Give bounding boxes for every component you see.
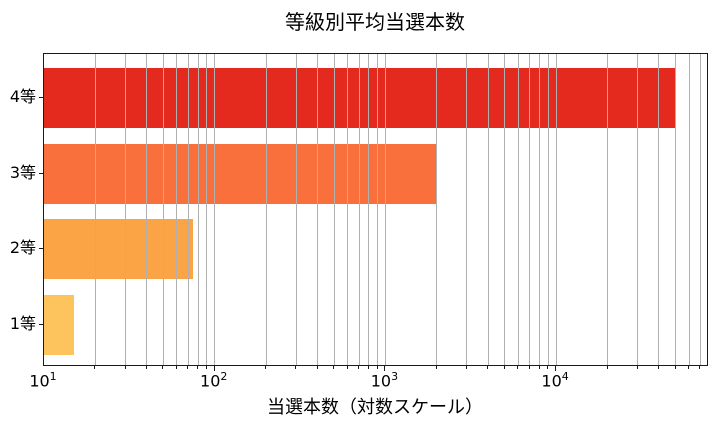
x-tick-mark-800 (367, 366, 369, 369)
bar-1等 (44, 295, 75, 355)
y-tick-mark-2等 (39, 248, 43, 250)
x-tick-mark-2000 (435, 366, 437, 369)
gridline-x-30 (125, 54, 126, 365)
x-tick-mark-60 (175, 366, 177, 369)
gridline-x-70000 (699, 54, 701, 365)
y-tick-mark-3等 (39, 172, 43, 174)
x-tick-mark-30000 (636, 366, 638, 369)
gridline-x-4000 (487, 54, 489, 365)
x-tick-mark-900 (376, 366, 378, 369)
gridline-x-6000 (517, 54, 519, 365)
x-tick-mark-700 (358, 366, 359, 369)
x-axis-label: 当選本数（対数スケール） (267, 397, 483, 418)
x-tick-mark-70000 (699, 366, 701, 369)
gridline-x-9000 (547, 54, 549, 365)
x-tick-mark-3000 (465, 366, 467, 369)
bar-3等 (44, 143, 437, 204)
gridline-x-90 (206, 54, 208, 365)
gridline-x-500 (333, 54, 335, 365)
x-tick-mark-20000 (606, 366, 608, 369)
gridline-x-900 (377, 54, 379, 365)
x-tick-mark-1000 (384, 366, 386, 371)
gridline-x-200 (265, 54, 267, 365)
x-tick-mark-300 (295, 366, 297, 369)
y-tick-label-2等: 2等 (9, 238, 36, 258)
x-tick-mark-9000 (547, 366, 549, 369)
gridline-x-5000 (504, 54, 506, 365)
x-tick-mark-80 (197, 366, 199, 369)
x-tick-mark-100 (213, 366, 215, 371)
x-tick-label-10e1: 101 (29, 370, 57, 391)
y-tick-label-4等: 4等 (9, 87, 36, 106)
x-tick-mark-8000 (538, 366, 540, 369)
bar-4等 (44, 68, 676, 128)
gridline-x-60 (176, 54, 178, 365)
x-tick-mark-10000 (555, 366, 557, 371)
gridline-x-3000 (466, 54, 468, 365)
chart-title: 等級別平均当選本数 (285, 10, 465, 34)
x-tick-mark-600 (346, 366, 348, 369)
gridline-x-100 (214, 54, 216, 365)
gridline-x-2000 (436, 54, 438, 365)
y-tick-label-1等: 1等 (9, 314, 36, 333)
x-tick-mark-70 (187, 366, 189, 369)
gridline-x-7000 (529, 54, 531, 365)
x-tick-mark-30 (124, 366, 126, 369)
y-tick-mark-1等 (39, 324, 43, 325)
gridline-x-70 (187, 54, 189, 365)
gridline-x-60000 (688, 54, 690, 365)
gridline-x-800 (368, 54, 370, 365)
x-tick-label-10e2: 102 (200, 370, 228, 391)
gridline-x-10000 (555, 54, 557, 365)
gridline-x-600 (347, 54, 349, 365)
gridline-x-50 (162, 54, 164, 365)
plot-area (43, 53, 708, 366)
x-tick-mark-400 (316, 366, 318, 369)
x-tick-mark-90 (205, 366, 207, 369)
gridline-x-300 (295, 54, 297, 365)
x-tick-label-10e4: 104 (541, 370, 569, 391)
x-tick-mark-20 (94, 366, 96, 369)
y-tick-label-3等: 3等 (9, 162, 36, 182)
x-tick-mark-7000 (528, 366, 530, 369)
x-tick-mark-50000 (674, 366, 676, 369)
gridline-x-40 (146, 54, 148, 365)
gridline-x-40000 (658, 54, 660, 365)
x-tick-label-10e3: 103 (370, 370, 399, 391)
gridline-x-80 (197, 54, 199, 365)
y-tick-mark-4等 (39, 97, 43, 98)
x-tick-mark-6000 (517, 366, 519, 369)
gridline-x-50000 (675, 54, 676, 365)
gridline-x-400 (317, 54, 318, 365)
x-tick-mark-60000 (688, 366, 689, 369)
gridline-x-20 (94, 54, 96, 365)
bar-2等 (44, 219, 194, 280)
x-tick-mark-4000 (487, 366, 489, 369)
gridline-x-20000 (607, 54, 608, 365)
gridline-x-30000 (637, 54, 639, 365)
x-tick-mark-50 (162, 366, 164, 369)
x-tick-mark-40 (145, 366, 147, 369)
x-tick-mark-40000 (657, 366, 659, 369)
gridline-x-700 (358, 54, 360, 365)
x-tick-mark-5000 (503, 366, 505, 369)
gridline-x-8000 (539, 54, 541, 365)
gridline-x-1000 (384, 54, 386, 365)
x-tick-mark-200 (265, 366, 267, 369)
x-tick-mark-500 (333, 366, 334, 369)
